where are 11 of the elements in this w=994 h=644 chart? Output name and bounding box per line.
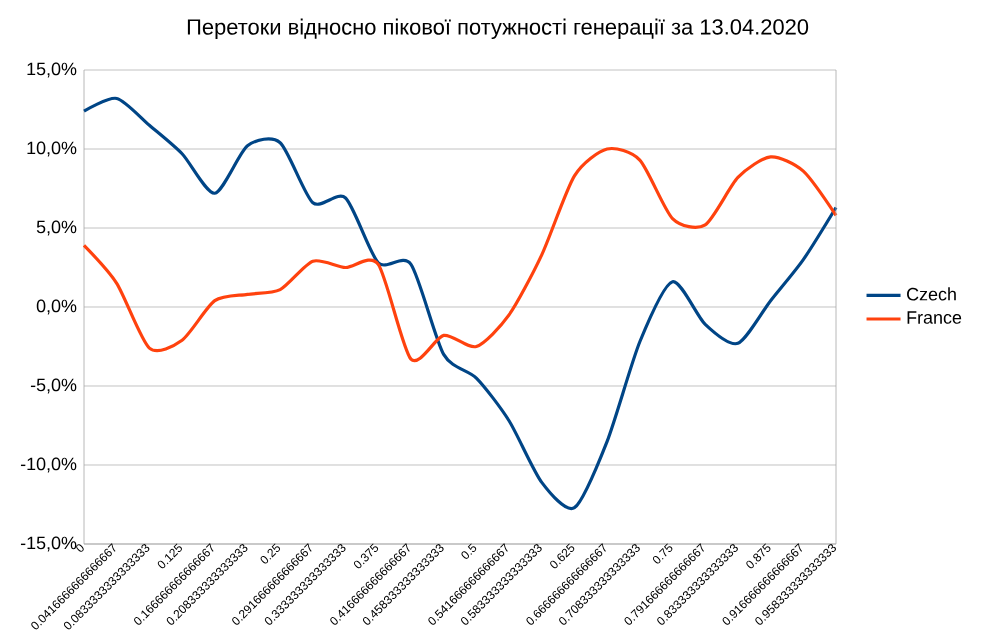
legend-label: France xyxy=(907,311,962,324)
y-tick-label: 10,0% xyxy=(27,141,77,157)
legend-label: Czech xyxy=(907,287,956,301)
y-tick-label: -10,0% xyxy=(20,457,77,473)
chart-title: Перетоки відносно пікової потужності генерації за 13.04.2020 xyxy=(187,18,809,39)
y-tick-label: -5,0% xyxy=(30,378,77,394)
y-tick-label: 0,0% xyxy=(36,299,77,315)
y-tick-label: 5,0% xyxy=(36,220,77,236)
line-series xyxy=(82,96,838,510)
line-series xyxy=(82,147,838,362)
y-tick-label: 15,0% xyxy=(27,62,77,78)
